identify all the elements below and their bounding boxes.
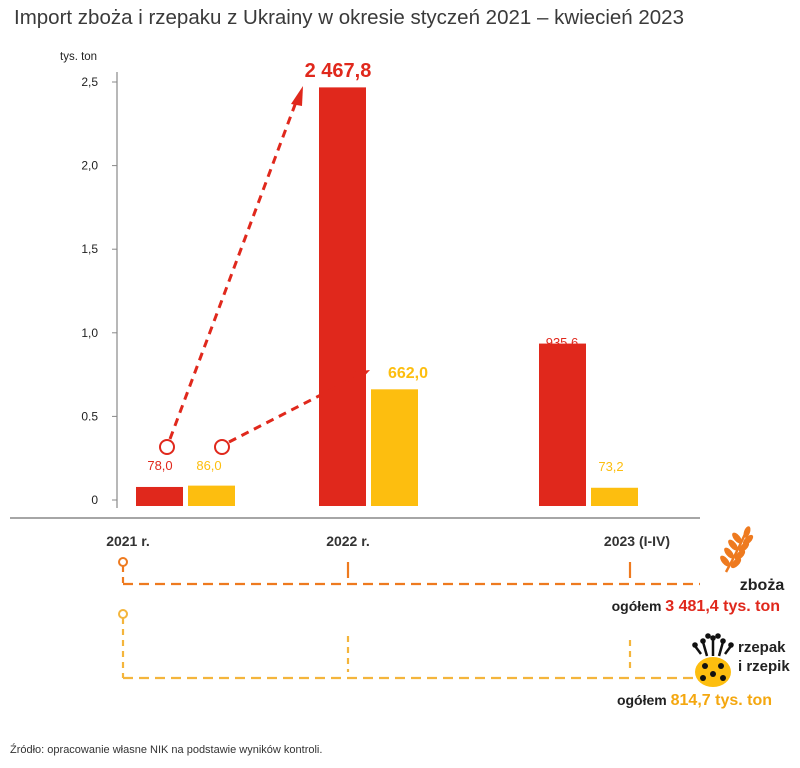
data-label: 935,6 <box>546 335 579 350</box>
x-tick-label: 2022 r. <box>326 533 370 549</box>
bar-rzepak-0 <box>188 485 235 506</box>
data-label: 2 467,8 <box>305 60 372 82</box>
x-tick-label: 2023 (I-IV) <box>604 533 670 549</box>
x-tick-label: 2021 r. <box>106 533 150 549</box>
data-label: 86,0 <box>196 458 221 473</box>
legend-rzepak-total-line: ogółem 814,7 tys. ton <box>617 692 772 709</box>
y-tick-label: 0 <box>91 493 98 507</box>
wheat-icon <box>720 526 754 573</box>
rapeseed-icon <box>692 633 734 687</box>
legend-zboza-prefix: ogółem <box>612 598 666 614</box>
y-tick-label: 1,5 <box>81 242 98 256</box>
chart: tys. ton 0 0.5 1,0 1,5 2,0 2,5 78,0 2 467,8 935,… <box>10 51 790 709</box>
source-note: Źródło: opracowanie własne NIK na podsta… <box>10 744 323 756</box>
y-tick-label: 2,5 <box>81 75 98 89</box>
chart-title: Import zboża i rzepaku z Ukrainy w okres… <box>14 6 684 29</box>
y-tick-label: 2,0 <box>81 159 98 173</box>
legend-zboza-name: zboża <box>740 577 785 594</box>
bars: 78,0 2 467,8 935,6 86,0 662,0 73,2 <box>136 60 638 506</box>
timeline-dot-zboza <box>118 557 128 567</box>
timeline <box>118 557 700 680</box>
legend-zboza-total-line: ogółem 3 481,4 tys. ton <box>612 598 780 615</box>
bar-zboza-0 <box>136 486 183 506</box>
start-circle-zboza <box>159 439 175 455</box>
data-label: 73,2 <box>598 459 623 474</box>
y-tick-label: 1,0 <box>81 326 98 340</box>
legend-rzepak-name-2: i rzepik <box>738 658 790 675</box>
y-axis-label: tys. ton <box>60 51 97 63</box>
timeline-dot-rzepak <box>118 609 128 619</box>
data-label: 662,0 <box>388 365 428 382</box>
start-circle-rzepak <box>214 439 230 455</box>
bar-zboza-2 <box>539 343 586 506</box>
arrow-zboza <box>168 101 298 440</box>
bar-rzepak-2 <box>591 487 638 506</box>
legend: zboża ogółem 3 481,4 tys. ton rzepak i rzep… <box>612 526 790 709</box>
data-label: 78,0 <box>147 458 172 473</box>
x-axis: 2021 r. 2022 r. 2023 (I-IV) <box>10 517 700 549</box>
legend-zboza-total: 3 481,4 tys. ton <box>665 598 780 615</box>
bar-zboza-1 <box>319 87 366 506</box>
bar-rzepak-1 <box>371 389 418 506</box>
legend-rzepak-name-1: rzepak <box>738 639 786 656</box>
legend-rzepak-total: 814,7 tys. ton <box>671 692 772 709</box>
y-axis: tys. ton 0 0.5 1,0 1,5 2,0 2,5 <box>60 51 118 508</box>
legend-rzepak-prefix: ogółem <box>617 692 671 708</box>
arrow-rzepak <box>228 376 355 444</box>
arrowhead-zboza <box>291 86 303 106</box>
y-tick-label: 0.5 <box>81 409 98 423</box>
arrowhead-rzepak <box>351 370 370 384</box>
trend-arrows <box>159 86 370 455</box>
